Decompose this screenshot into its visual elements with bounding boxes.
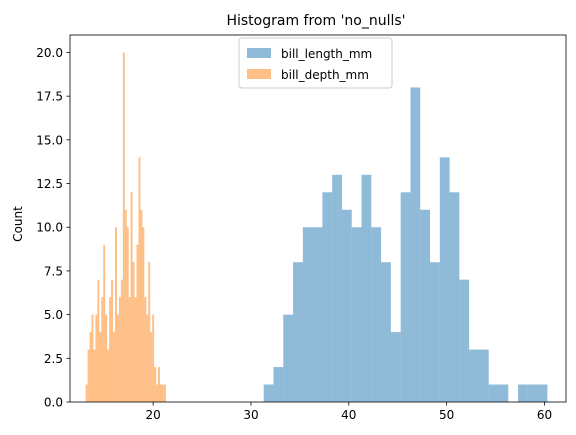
histogram-bar: [136, 244, 139, 402]
histogram-bar: [85, 384, 88, 402]
histogram-bar: [97, 279, 100, 402]
histogram-bar: [518, 384, 528, 402]
histogram-bar: [132, 262, 135, 402]
plot-axes: 20 30 40 50 60 0.0 2.5 5.0 7.5 10.0 12.5 15.0 17.5 20…: [36, 34, 567, 422]
histogram-bar: [134, 297, 137, 402]
histogram-bar: [459, 279, 470, 402]
y-tick-label: 7.5: [44, 264, 63, 278]
histogram-bar: [107, 349, 110, 402]
histogram-bar: [103, 244, 106, 402]
y-tick-label: 15.0: [36, 133, 63, 147]
chart-title: Histogram from 'no_nulls': [226, 13, 405, 29]
histogram-bar: [142, 227, 145, 402]
legend-label: bill_length_mm: [281, 47, 372, 61]
histogram-bar: [152, 314, 155, 402]
histogram-bar: [126, 227, 129, 402]
histogram-bar: [128, 297, 131, 402]
plot-frame: [69, 34, 567, 403]
histogram-bar: [400, 192, 411, 402]
histogram-bar: [478, 349, 489, 402]
histogram-bar: [439, 157, 450, 402]
histogram-bar: [111, 279, 114, 402]
histogram-bar: [381, 262, 391, 402]
histogram-bar: [118, 297, 121, 402]
histogram-bar: [109, 297, 112, 402]
histogram-bar: [312, 227, 323, 402]
x-tick-label: 30: [243, 408, 258, 422]
y-tick-label: 17.5: [36, 90, 63, 104]
histogram-bar: [156, 384, 159, 402]
x-tick-label: 20: [146, 408, 161, 422]
histogram-bar: [160, 384, 162, 402]
chart-legend: bill_length_mm bill_depth_mm: [238, 37, 393, 89]
histogram-bar: [120, 279, 123, 402]
y-tick-label: 5.0: [44, 308, 63, 322]
histogram-bar: [101, 297, 104, 402]
histogram-bar: [154, 367, 157, 402]
histogram-bar: [390, 332, 401, 402]
y-axis-label: Count: [11, 206, 25, 242]
histogram-bar: [124, 209, 127, 402]
histogram-bar: [332, 174, 342, 402]
histogram-bar: [158, 367, 161, 402]
histogram-bar: [371, 227, 382, 402]
histogram-bar: [150, 332, 153, 402]
histogram-bar: [115, 227, 117, 402]
histogram-bar: [113, 332, 116, 402]
histogram-bar: [93, 349, 96, 402]
y-tick-label: 20.0: [36, 46, 63, 60]
histogram-bar: [420, 209, 431, 402]
histogram-bar: [263, 384, 274, 402]
histogram-bar: [116, 314, 119, 402]
histogram-bar: [361, 174, 372, 402]
histogram-bar: [87, 349, 90, 402]
histogram-bar: [89, 332, 92, 402]
histogram-bar: [140, 209, 143, 402]
histogram-bar: [105, 314, 108, 402]
histogram-bar: [302, 227, 313, 402]
x-tick-label: 40: [341, 408, 356, 422]
histogram-bar: [95, 314, 98, 402]
histogram-bar: [351, 227, 362, 402]
histogram-bar: [322, 192, 333, 402]
legend-swatch: [247, 69, 271, 79]
histogram-bar: [449, 192, 460, 402]
histogram-bar: [122, 52, 125, 402]
histogram-bar: [130, 192, 133, 402]
histogram-bars: [85, 52, 548, 403]
histogram-bar: [91, 314, 94, 402]
histogram-bar: [273, 367, 284, 402]
histogram-bar: [146, 314, 149, 402]
histogram-bar: [527, 384, 538, 402]
histogram-bar: [430, 262, 440, 402]
histogram-bar: [163, 384, 166, 402]
x-tick-label: 50: [439, 408, 454, 422]
legend-swatch: [247, 48, 271, 58]
legend-label: bill_depth_mm: [281, 68, 369, 82]
histogram-bar: [293, 262, 303, 402]
y-tick-label: 2.5: [44, 352, 63, 366]
histogram-bar: [144, 297, 147, 402]
histogram-bar: [341, 209, 352, 402]
y-tick-label: 10.0: [36, 221, 63, 235]
histogram-bar: [148, 262, 151, 402]
histogram-bar: [469, 349, 479, 402]
histogram-bar: [161, 384, 164, 402]
legend-box: [238, 37, 393, 89]
histogram-bar: [498, 384, 509, 402]
x-tick-label: 60: [537, 408, 552, 422]
histogram-bar: [488, 384, 499, 402]
histogram-bar: [410, 87, 421, 403]
y-tick-label: 0.0: [44, 396, 63, 410]
histogram-bar: [283, 314, 294, 402]
histogram-bar: [537, 384, 548, 402]
histogram-bar: [99, 332, 102, 402]
y-tick-label: 12.5: [36, 177, 63, 191]
histogram-bar: [138, 157, 141, 402]
